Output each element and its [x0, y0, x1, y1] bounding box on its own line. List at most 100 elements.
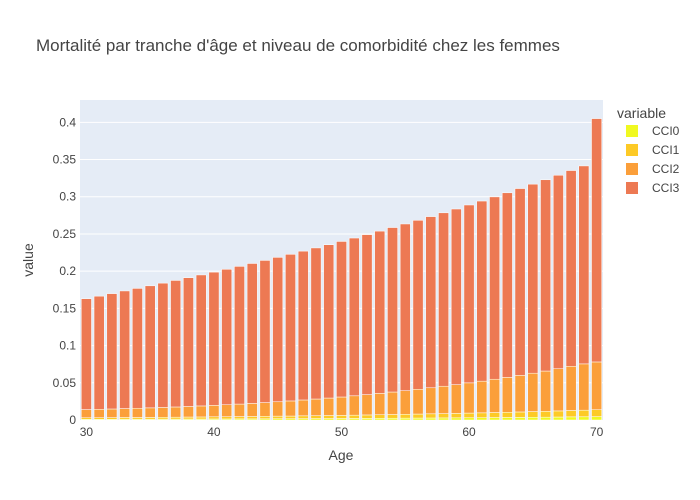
bar-cci1-age-46[interactable] [285, 415, 296, 419]
bar-cci2-age-67[interactable] [553, 368, 564, 412]
bar-cci3-age-66[interactable] [540, 179, 551, 372]
bar-cci0-age-68[interactable] [565, 416, 577, 421]
bar-cci3-age-70[interactable] [591, 118, 602, 363]
bar-cci3-age-65[interactable] [527, 183, 539, 374]
bar-cci2-age-44[interactable] [259, 402, 271, 417]
legend-swatch-cci0[interactable] [626, 125, 638, 137]
bar-cci0-age-60[interactable] [463, 417, 475, 421]
bar-cci2-age-42[interactable] [234, 403, 245, 417]
bar-cci2-age-50[interactable] [336, 396, 347, 416]
bar-cci0-age-58[interactable] [438, 417, 449, 421]
bar-cci0-age-54[interactable] [387, 417, 398, 421]
bar-cci2-age-36[interactable] [157, 407, 169, 418]
bar-cci3-age-37[interactable] [170, 280, 182, 408]
bar-cci3-age-63[interactable] [501, 192, 513, 378]
bar-cci2-age-68[interactable] [565, 366, 577, 411]
bar-cci1-age-65[interactable] [527, 411, 539, 418]
bar-cci3-age-55[interactable] [399, 223, 411, 391]
bar-cci2-age-57[interactable] [425, 387, 437, 415]
legend-label-cci3[interactable]: CCI3 [652, 181, 680, 195]
bar-cci3-age-54[interactable] [387, 227, 398, 393]
bar-cci0-age-55[interactable] [399, 417, 411, 421]
bar-cci3-age-60[interactable] [463, 204, 475, 384]
bar-cci0-age-65[interactable] [527, 416, 539, 421]
bar-cci1-age-44[interactable] [259, 416, 271, 420]
legend-swatch-cci1[interactable] [626, 144, 638, 156]
bar-cci3-age-57[interactable] [425, 216, 437, 389]
bar-cci1-age-52[interactable] [361, 414, 373, 419]
bar-cci1-age-48[interactable] [310, 415, 322, 419]
bar-cci2-age-66[interactable] [540, 370, 551, 412]
bar-cci2-age-37[interactable] [170, 406, 182, 418]
bar-cci3-age-61[interactable] [476, 200, 488, 382]
bar-cci1-age-59[interactable] [450, 413, 462, 419]
legend-label-cci1[interactable]: CCI1 [652, 143, 680, 157]
bar-cci1-age-64[interactable] [514, 411, 526, 418]
bar-cci3-age-32[interactable] [106, 293, 118, 410]
bar-cci1-age-34[interactable] [132, 417, 143, 420]
bar-cci2-age-40[interactable] [208, 405, 220, 418]
bar-cci3-age-38[interactable] [183, 277, 194, 407]
bar-cci0-age-63[interactable] [501, 417, 513, 421]
bar-cci3-age-36[interactable] [157, 282, 169, 408]
bar-cci1-age-53[interactable] [374, 414, 386, 419]
bar-cci3-age-51[interactable] [348, 237, 360, 397]
bar-cci2-age-64[interactable] [514, 375, 526, 413]
bar-cci2-age-53[interactable] [374, 393, 386, 415]
bar-cci1-age-33[interactable] [119, 417, 130, 420]
bar-cci3-age-64[interactable] [514, 188, 526, 376]
bar-cci3-age-67[interactable] [553, 174, 564, 369]
bar-cci1-age-62[interactable] [489, 412, 500, 418]
bar-cci1-age-56[interactable] [412, 413, 424, 419]
bar-cci1-age-41[interactable] [221, 416, 233, 420]
bar-cci2-age-69[interactable] [578, 363, 590, 411]
bar-cci0-age-53[interactable] [374, 418, 386, 421]
bar-cci2-age-54[interactable] [387, 391, 398, 415]
bar-cci1-age-70[interactable] [591, 409, 602, 417]
bar-cci3-age-43[interactable] [246, 263, 258, 404]
bar-cci3-age-62[interactable] [489, 196, 500, 380]
bar-cci3-age-31[interactable] [93, 295, 105, 410]
bar-cci1-age-67[interactable] [553, 410, 564, 418]
bar-cci2-age-46[interactable] [285, 400, 296, 417]
bar-cci0-age-66[interactable] [540, 416, 551, 421]
bar-cci3-age-40[interactable] [208, 271, 220, 406]
bar-cci2-age-33[interactable] [119, 408, 130, 418]
bar-cci2-age-45[interactable] [272, 401, 284, 417]
bar-cci3-age-68[interactable] [565, 170, 577, 367]
bar-cci3-age-44[interactable] [259, 260, 271, 403]
bar-cci3-age-39[interactable] [195, 274, 207, 407]
bar-cci2-age-35[interactable] [144, 407, 156, 418]
bar-cci3-age-46[interactable] [285, 254, 296, 402]
bar-cci2-age-43[interactable] [246, 403, 258, 417]
bar-cci1-age-63[interactable] [501, 412, 513, 418]
bar-cci1-age-57[interactable] [425, 413, 437, 419]
legend-label-cci0[interactable]: CCI0 [652, 124, 680, 138]
bar-cci2-age-31[interactable] [93, 409, 105, 418]
bar-cci0-age-56[interactable] [412, 417, 424, 421]
bar-cci2-age-52[interactable] [361, 394, 373, 416]
bar-cci3-age-53[interactable] [374, 230, 386, 394]
legend-swatch-cci2[interactable] [626, 163, 638, 175]
bar-cci2-age-41[interactable] [221, 404, 233, 417]
bar-cci2-age-47[interactable] [297, 399, 309, 417]
bar-cci2-age-34[interactable] [132, 407, 143, 418]
bar-cci0-age-70[interactable] [591, 416, 602, 421]
bar-cci1-age-55[interactable] [399, 414, 411, 419]
bar-cci2-age-63[interactable] [501, 377, 513, 413]
bar-cci1-age-37[interactable] [170, 416, 182, 420]
bar-cci1-age-69[interactable] [578, 409, 590, 418]
bar-cci1-age-61[interactable] [476, 412, 488, 418]
bar-cci1-age-36[interactable] [157, 416, 169, 420]
bar-cci3-age-69[interactable] [578, 165, 590, 365]
bar-cci1-age-42[interactable] [234, 416, 245, 420]
bar-cci1-age-54[interactable] [387, 414, 398, 419]
bar-cci2-age-39[interactable] [195, 405, 207, 418]
bar-cci2-age-61[interactable] [476, 380, 488, 414]
legend-label-cci2[interactable]: CCI2 [652, 162, 680, 176]
bar-cci2-age-58[interactable] [438, 385, 449, 414]
bar-cci2-age-65[interactable] [527, 372, 539, 412]
bar-cci3-age-34[interactable] [132, 288, 143, 409]
bar-cci3-age-48[interactable] [310, 247, 322, 400]
bar-cci3-age-33[interactable] [119, 290, 130, 409]
